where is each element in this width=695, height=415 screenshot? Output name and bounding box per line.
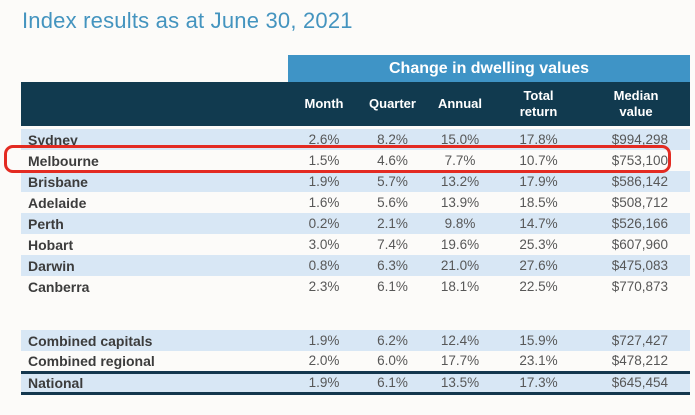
cell-median-value: $607,960: [611, 237, 669, 252]
cell-median-value: $994,298: [582, 129, 691, 150]
col-header-median-value: Median value: [582, 82, 691, 126]
column-header-row: Month Quarter Annual Total return Median…: [21, 82, 691, 126]
cell-annual: 9.8%: [425, 213, 495, 234]
cell-total-return: 17.8%: [495, 129, 582, 150]
cell-quarter: 5.7%: [360, 171, 425, 192]
band-header-row: Change in dwelling values: [21, 55, 691, 82]
cell-month: 2.0%: [308, 353, 340, 369]
cell-median-value: $753,100: [611, 153, 669, 168]
row-name: Combined regional: [28, 352, 155, 369]
cell-total-return: 10.7%: [519, 153, 558, 168]
cell-total-return: 23.1%: [519, 353, 558, 369]
cell-quarter: 2.1%: [360, 213, 425, 234]
change-in-dwelling-values-header: Change in dwelling values: [288, 55, 691, 82]
col-header-name: [21, 82, 288, 126]
table-row-melbourne: Melbourne 1.5% 4.6% 7.7% 10.7% $753,100: [21, 150, 690, 171]
cell-quarter: 6.1%: [377, 279, 408, 294]
row-name: Combined capitals: [21, 330, 288, 351]
cell-median-value: $478,212: [611, 353, 669, 369]
col-header-total-return: Total return: [495, 82, 582, 126]
table-row-national: National 1.9% 6.1% 13.5% 17.3% $645,454: [21, 370, 691, 395]
col-header-month: Month: [288, 82, 360, 126]
cell-annual: 17.7%: [440, 353, 480, 369]
row-name: Hobart: [28, 236, 74, 253]
row-name: Sydney: [21, 129, 288, 150]
cell-annual: 12.4%: [425, 330, 495, 351]
cell-annual: 15.0%: [425, 129, 495, 150]
cell-quarter: 6.0%: [377, 353, 408, 369]
row-name: Adelaide: [28, 194, 87, 211]
cell-annual: 7.7%: [444, 153, 476, 168]
cell-month: 2.6%: [288, 129, 360, 150]
cell-total-return: 18.5%: [519, 195, 558, 210]
table-row-sydney: Sydney 2.6% 8.2% 15.0% 17.8% $994,298: [21, 129, 691, 150]
cell-month: 0.2%: [288, 213, 360, 234]
cell-total-return: 17.9%: [495, 171, 582, 192]
cell-quarter: 4.6%: [377, 153, 408, 168]
table-row-perth: Perth 0.2% 2.1% 9.8% 14.7% $526,166: [21, 213, 691, 234]
cell-quarter: 6.2%: [360, 330, 425, 351]
cell-quarter: 5.6%: [377, 195, 408, 210]
row-name: Brisbane: [21, 171, 288, 192]
table-row-darwin: Darwin 0.8% 6.3% 21.0% 27.6% $475,083: [21, 255, 691, 276]
col-header-annual: Annual: [425, 82, 495, 126]
cell-median-value: $508,712: [611, 195, 669, 210]
cell-median-value: $770,873: [611, 279, 669, 294]
cell-annual: 18.1%: [440, 279, 480, 294]
cell-quarter: 7.4%: [377, 237, 408, 252]
cell-median-value: $586,142: [582, 171, 691, 192]
row-name: Melbourne: [28, 152, 99, 169]
page-title: Index results as at June 30, 2021: [22, 8, 353, 33]
row-name: Canberra: [28, 278, 90, 295]
section-gap: [21, 297, 690, 330]
cell-annual: 19.6%: [440, 237, 480, 252]
cell-median-value: $645,454: [582, 370, 691, 395]
row-name: Perth: [21, 213, 288, 234]
cell-median-value: $475,083: [582, 255, 691, 276]
cell-total-return: 27.6%: [495, 255, 582, 276]
table-row-combined-capitals: Combined capitals 1.9% 6.2% 12.4% 15.9% …: [21, 330, 691, 351]
cell-total-return: 17.3%: [495, 370, 582, 395]
table-row-combined-regional: Combined regional 2.0% 6.0% 17.7% 23.1% …: [21, 351, 690, 372]
cell-median-value: $526,166: [582, 213, 691, 234]
band-spacer-cell: [21, 55, 288, 82]
table-row-canberra: Canberra 2.3% 6.1% 18.1% 22.5% $770,873: [21, 276, 690, 297]
row-name: National: [21, 370, 288, 395]
cell-annual: 13.9%: [440, 195, 480, 210]
cell-month: 1.5%: [308, 153, 340, 168]
cell-month: 0.8%: [288, 255, 360, 276]
cell-total-return: 25.3%: [519, 237, 558, 252]
cell-annual: 13.2%: [425, 171, 495, 192]
cell-month: 1.6%: [308, 195, 340, 210]
cell-month: 3.0%: [308, 237, 340, 252]
cell-annual: 13.5%: [425, 370, 495, 395]
cell-month: 2.3%: [308, 279, 340, 294]
cell-quarter: 8.2%: [360, 129, 425, 150]
cell-month: 1.9%: [288, 330, 360, 351]
cell-total-return: 15.9%: [495, 330, 582, 351]
table-row-hobart: Hobart 3.0% 7.4% 19.6% 25.3% $607,960: [21, 234, 690, 255]
row-name: Darwin: [21, 255, 288, 276]
cell-total-return: 14.7%: [495, 213, 582, 234]
cell-month: 1.9%: [288, 370, 360, 395]
results-table: Change in dwelling values Month Quarter …: [21, 55, 691, 395]
table-row-adelaide: Adelaide 1.6% 5.6% 13.9% 18.5% $508,712: [21, 192, 690, 213]
cell-quarter: 6.1%: [360, 370, 425, 395]
cell-month: 1.9%: [288, 171, 360, 192]
cell-median-value: $727,427: [582, 330, 691, 351]
col-header-quarter: Quarter: [360, 82, 425, 126]
cell-annual: 21.0%: [425, 255, 495, 276]
cell-quarter: 6.3%: [360, 255, 425, 276]
cell-total-return: 22.5%: [519, 279, 558, 294]
table-row-brisbane: Brisbane 1.9% 5.7% 13.2% 17.9% $586,142: [21, 171, 691, 192]
